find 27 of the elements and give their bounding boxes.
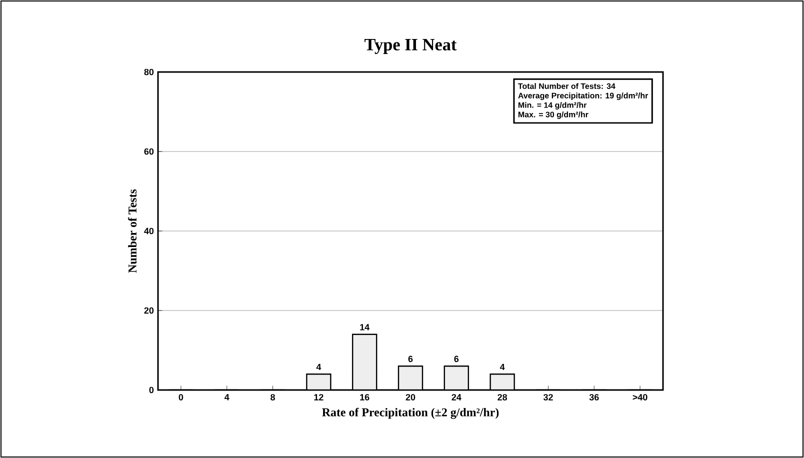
x-tick-label: 36 [589, 394, 599, 400]
x-tick-label: 8 [270, 394, 275, 400]
x-tick-label: 12 [314, 394, 324, 400]
y-tick-label: 20 [144, 307, 154, 314]
bar [352, 334, 377, 390]
y-tick-label: 60 [144, 148, 154, 155]
chart-title: Type II Neat [364, 38, 457, 54]
bar [444, 366, 468, 390]
data-label: 14 [360, 324, 370, 330]
data-label: 4 [500, 364, 505, 370]
x-tick-label: 24 [452, 394, 462, 400]
x-axis-title: Rate of Precipitation (±2 g/dm²/hr) [322, 408, 499, 419]
x-tick-label: 32 [543, 394, 553, 400]
data-label: 6 [454, 356, 459, 362]
data-label: 6 [408, 356, 413, 362]
x-tick-label: 0 [178, 394, 184, 400]
x-tick-label: >40 [632, 394, 648, 400]
data-label: 4 [316, 364, 322, 370]
x-tick-label: 20 [406, 394, 416, 400]
x-tick-label: 28 [498, 394, 508, 400]
x-tick-label: 4 [224, 394, 230, 400]
y-axis-title: Number of Tests [128, 189, 137, 273]
bar [398, 366, 423, 390]
y-tick-label: 40 [144, 228, 154, 234]
y-tick-label: 80 [144, 68, 154, 76]
y-tick-label: 0 [149, 386, 154, 394]
x-tick-label: 16 [360, 394, 370, 400]
